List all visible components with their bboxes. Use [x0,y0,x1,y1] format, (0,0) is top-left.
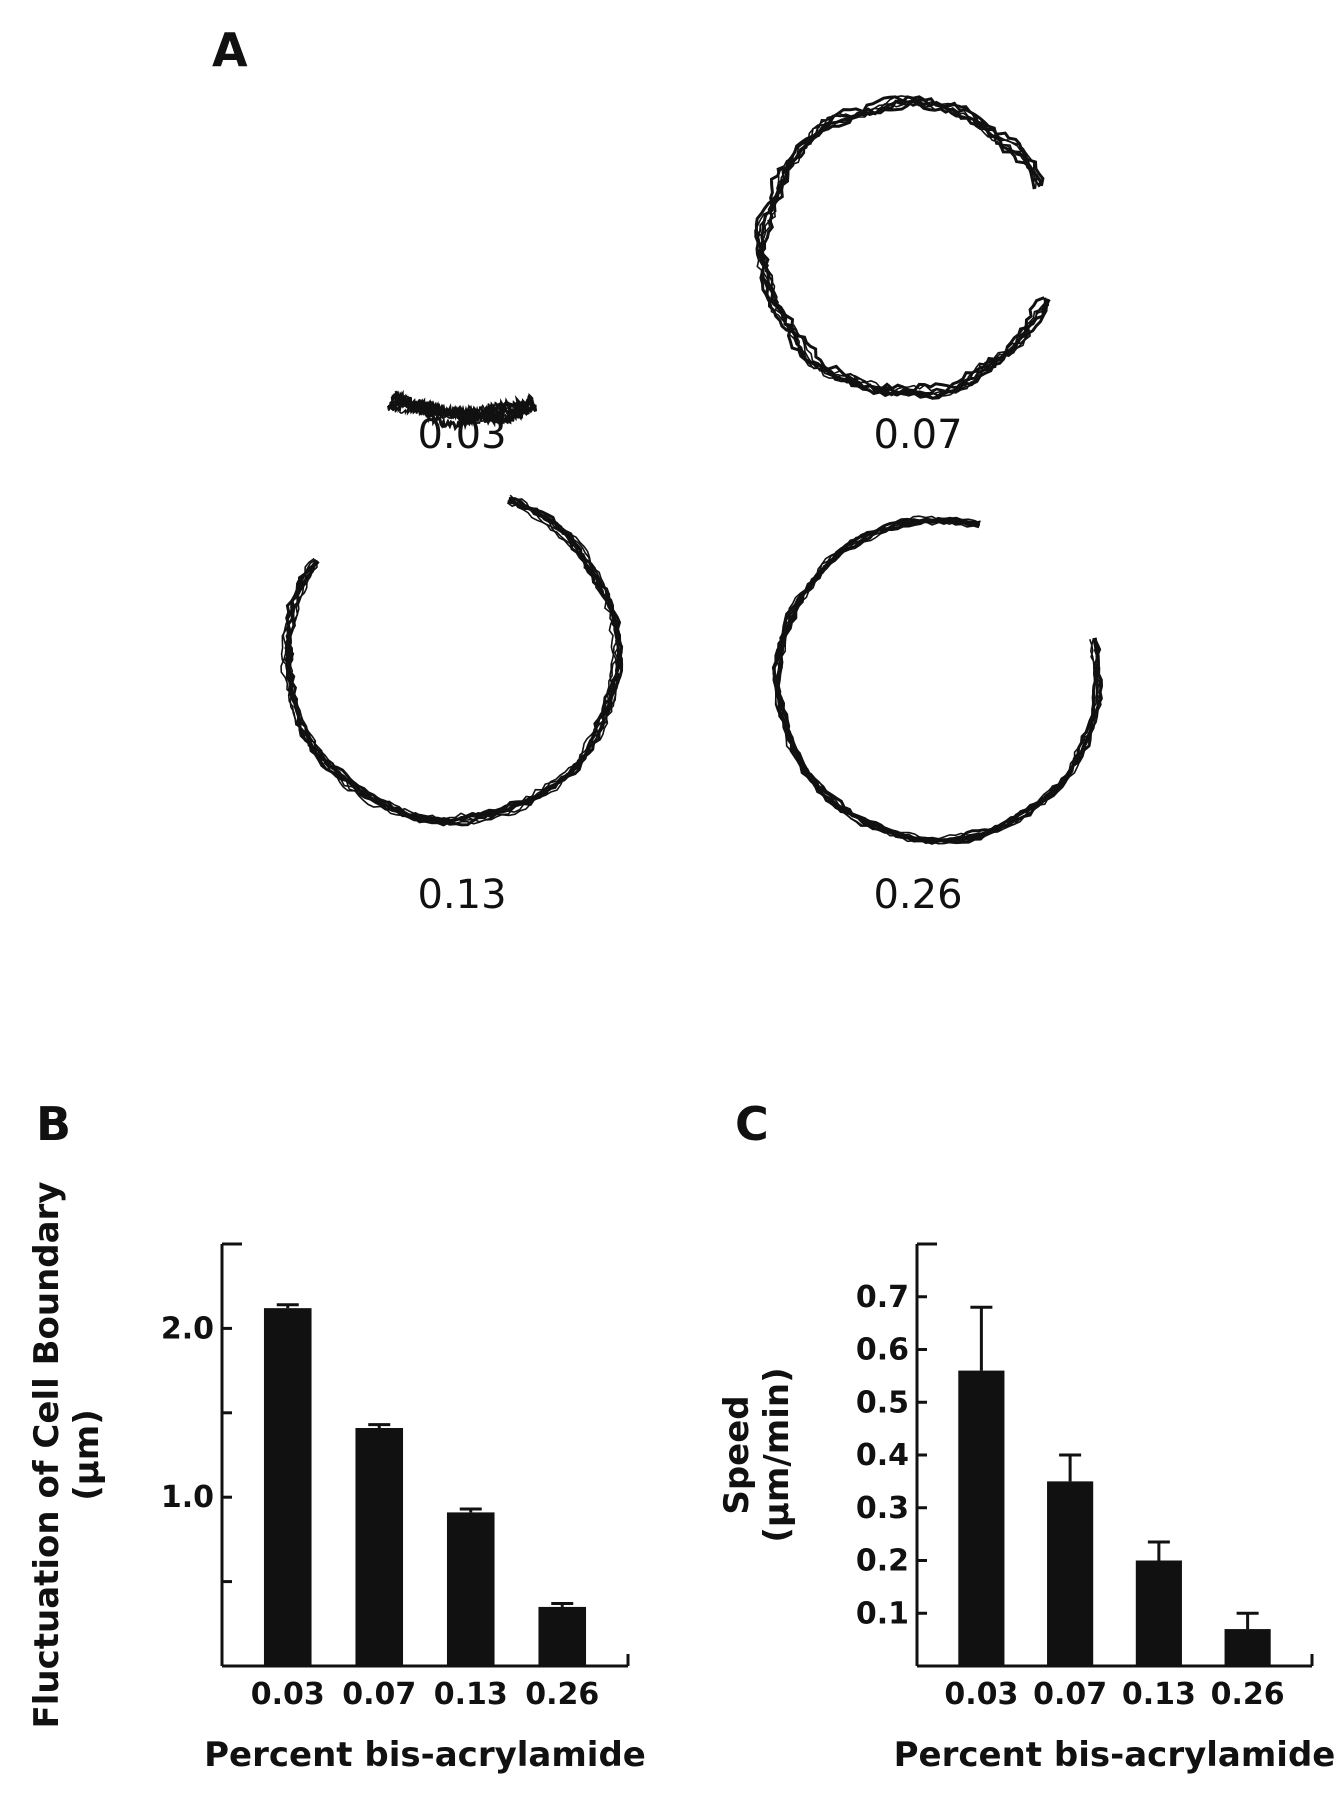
x-tick-label-0.07: 0.07 [1033,1677,1107,1712]
x-axis-title: Percent bis-acrylamide [894,1735,1336,1775]
boundary-trace [776,515,1102,843]
bar-0.07 [1047,1481,1094,1666]
outline-label-0.03: 0.03 [417,412,506,458]
boundary-trace [280,497,619,822]
y-tick-label: 0.7 [856,1280,909,1315]
x-tick-label-0.03: 0.03 [944,1677,1018,1712]
x-tick-label-0.26: 0.26 [525,1677,599,1712]
bar-0.07 [355,1427,404,1666]
y-axis-title: Fluctuation of Cell Boundary [27,1182,67,1729]
x-tick-label-0.26: 0.26 [1211,1677,1285,1712]
chart-b: 1.0 2.0 0.03 0.07 0.13 0.26 Percent bis-acryla… [27,1182,646,1776]
panel-a: A 0.03 0.07 0.13 0.26 [212,23,1104,918]
bar-0.26 [1224,1629,1271,1666]
panel-b: B 1.0 2.0 0.03 0.07 0.13 0.26 Percent bis-acry… [27,1097,646,1775]
outline-label-0.26: 0.26 [873,872,962,918]
y-tick-label: 0.3 [856,1491,909,1526]
x-tick-label-0.13: 0.13 [1122,1677,1196,1712]
y-tick-label: 0.4 [856,1438,909,1473]
y-tick-label: 0.1 [856,1596,909,1631]
cell-outline-0.26 [771,515,1104,845]
x-tick-label-0.07: 0.07 [342,1677,416,1712]
outline-label-0.13: 0.13 [417,872,506,918]
boundary-trace [285,501,621,822]
bar-0.13 [1135,1560,1182,1666]
y-tick-label: 0.5 [856,1385,909,1420]
y-tick-label: 0.6 [856,1333,909,1368]
y-axis-title: Speed [717,1395,757,1514]
y-tick-label: 0.2 [856,1544,909,1579]
x-axis-title: Percent bis-acrylamide [204,1735,646,1775]
y-tick-label: 2.0 [161,1311,214,1346]
panel-b-letter: B [36,1097,71,1151]
boundary-trace [774,519,1099,845]
boundary-trace [390,397,537,423]
y-axis-unit: (µm/min) [757,1367,797,1542]
x-tick-label-0.03: 0.03 [251,1677,325,1712]
y-axis-unit: (µm) [67,1409,107,1501]
outline-label-0.07: 0.07 [873,412,962,458]
y-tick-label: 1.0 [161,1480,214,1515]
bar-0.03 [958,1370,1005,1666]
cell-outline-0.13 [280,494,624,827]
cell-outline-0.03 [386,389,538,432]
bar-0.26 [538,1606,587,1666]
x-tick-label-0.13: 0.13 [434,1677,508,1712]
panel-c-letter: C [735,1097,769,1151]
panel-a-letter: A [212,23,248,77]
chart-c: 0.1 0.2 0.3 0.4 0.5 0.6 0.7 0.03 0.07 0.13 0.26 Per… [717,1242,1336,1775]
bar-0.03 [263,1308,312,1666]
panel-c: C 0.1 0.2 0.3 0.4 0.5 0.6 0.7 0.03 0.07 0.13 0.26 P… [717,1097,1335,1775]
cell-outline-0.07 [754,95,1051,400]
boundary-trace [759,95,1050,395]
bar-0.13 [446,1512,495,1666]
